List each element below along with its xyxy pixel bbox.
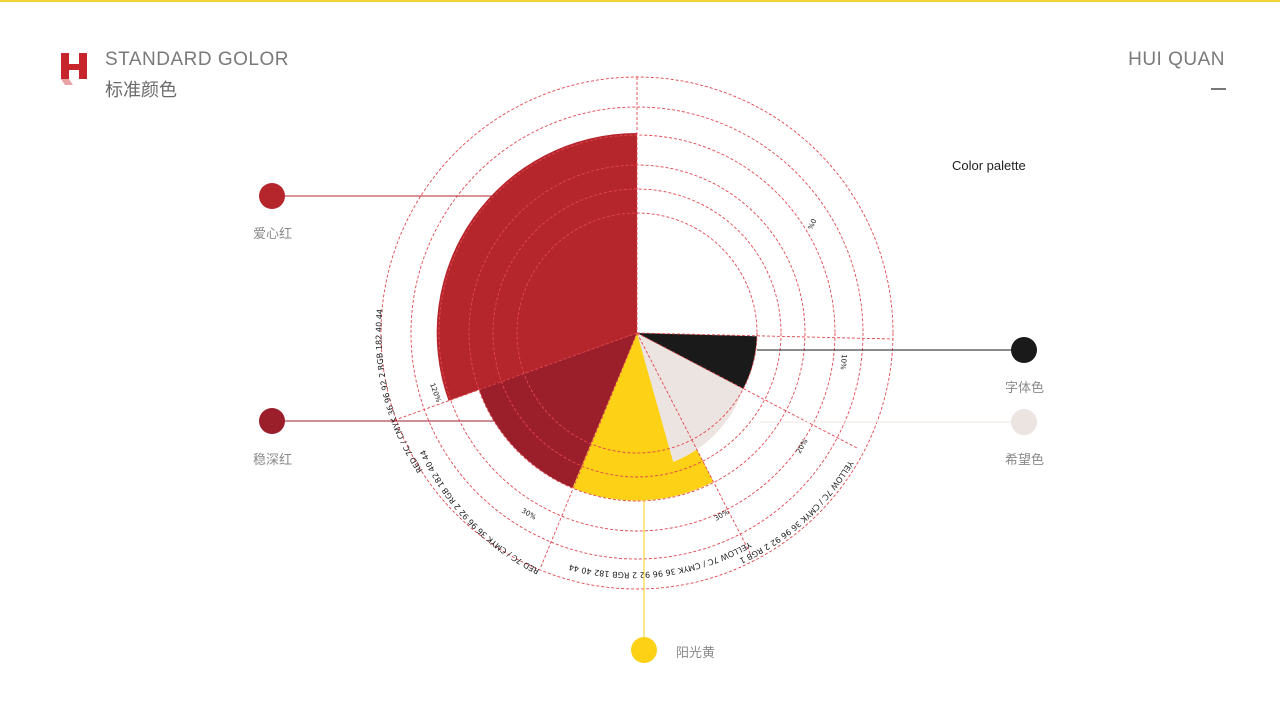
brand-dash [1211,88,1226,90]
wedge-light [637,333,744,462]
swatch-dot-yellow [631,637,657,663]
color-label-red: 爱心红 [253,227,293,242]
color-label-deep-red: 稳深红 [253,453,293,468]
radial-guides [394,77,894,570]
percent-label: 30% [520,507,538,522]
percent-label: 20% [795,437,810,455]
page-subtitle: 标准颜色 [105,80,177,101]
swatch-dot-red [259,183,285,209]
percent-label: 30% [713,508,731,523]
percent-label: 120% [428,382,442,404]
swatch-dot-black [1011,337,1037,363]
color-label-light: 希望色 [1005,453,1045,468]
swatch-dot-light [1011,409,1037,435]
percent-label: 0% [805,217,817,231]
palette-label: Color palette [952,158,1026,173]
wedge-black [637,333,757,389]
color-label-black: 字体色 [1005,381,1045,396]
ring-text-red: RED 7C / CMYK 36 96 92 2 RGB 182 40 44 [374,309,424,475]
swatch-dot-deep-red [259,408,285,434]
brand-name: HUI QUAN [1128,49,1225,70]
wedge-deep-red [478,333,637,488]
brand-logo [61,53,87,85]
color-label-yellow: 阳光黄 [676,646,716,661]
percent-label: 10% [839,354,848,371]
page-title: STANDARD GOLOR [105,49,290,70]
top-accent-rule [0,0,1280,2]
